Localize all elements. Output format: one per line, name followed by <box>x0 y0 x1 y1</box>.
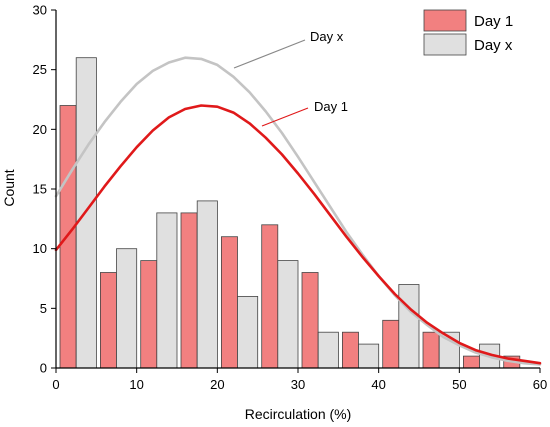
bar-day-1-5 <box>261 224 279 369</box>
x-tick-label-20: 20 <box>210 377 224 392</box>
fit-curve-day-x <box>54 56 542 366</box>
x-tick-label-40: 40 <box>371 377 385 392</box>
x-tick-label-30: 30 <box>291 377 305 392</box>
bar-day-x-3 <box>196 200 218 369</box>
y-tick-label-5: 5 <box>40 301 47 316</box>
bar-day-1-9 <box>422 331 440 369</box>
y-tick-label-25: 25 <box>33 62 47 77</box>
legend: Day 1 Day x <box>423 9 513 56</box>
axes-layer: 0 10 20 30 40 50 60 0 5 10 15 20 25 30 <box>33 3 548 393</box>
bar-day-1-4 <box>220 236 238 369</box>
bar-day-x-8 <box>398 284 420 369</box>
annotation-line-day-1 <box>261 107 309 127</box>
bar-day-1-10 <box>462 355 480 369</box>
bars-layer <box>59 57 521 369</box>
fit-curves-layer <box>54 56 542 366</box>
bar-day-1-3 <box>180 212 198 369</box>
x-axis-title: Recirculation (%) <box>245 406 352 422</box>
bar-day-x-2 <box>156 212 178 369</box>
annotation-label-day-1: Day 1 <box>314 99 348 114</box>
bar-day-x-7 <box>358 343 380 369</box>
y-tick-label-10: 10 <box>33 241 47 256</box>
x-tick-label-10: 10 <box>129 377 143 392</box>
x-tick-label-50: 50 <box>452 377 466 392</box>
bar-day-1-7 <box>341 331 359 369</box>
y-tick-label-30: 30 <box>33 3 47 18</box>
bar-day-x-4 <box>237 295 259 369</box>
bar-day-x-5 <box>277 260 299 369</box>
x-tick-label-0: 0 <box>52 377 59 392</box>
legend-label-day-1: Day 1 <box>474 13 513 30</box>
bar-day-x-6 <box>317 331 339 369</box>
fit-curve-day-1 <box>54 104 542 365</box>
bar-day-1-8 <box>382 319 400 369</box>
y-axis-title: Count <box>1 169 17 206</box>
x-tick-label-60: 60 <box>533 377 547 392</box>
bar-day-1-6 <box>301 272 319 369</box>
y-tick-label-20: 20 <box>33 122 47 137</box>
legend-swatch-day-1 <box>423 9 467 32</box>
legend-label-day-x: Day x <box>474 37 513 54</box>
y-tick-label-0: 0 <box>40 361 47 376</box>
bar-day-x-1 <box>116 248 138 369</box>
annotation-label-day-x: Day x <box>310 29 344 44</box>
bar-day-1-2 <box>140 260 158 369</box>
annotation-line-day-x <box>233 39 306 69</box>
annotations-layer: Day 1 Day x <box>233 29 348 127</box>
y-tick-label-15: 15 <box>33 182 47 197</box>
legend-swatch-day-x <box>423 33 467 56</box>
bar-day-1-1 <box>100 272 117 369</box>
